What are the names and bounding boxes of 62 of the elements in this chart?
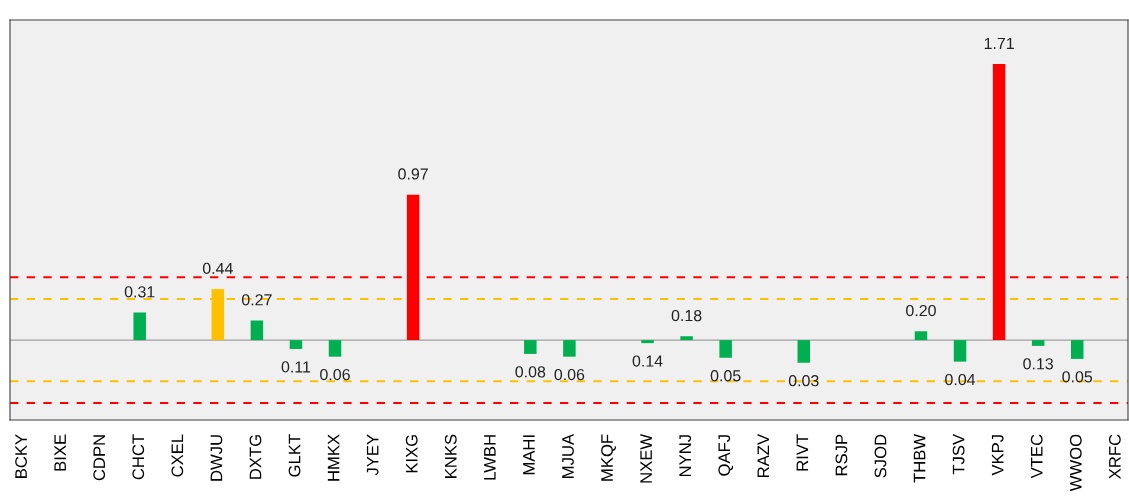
x-tick-label: THBW: [913, 433, 926, 483]
x-tick-label: VKPJ: [991, 435, 1004, 476]
x-tick-label: LWBH: [484, 435, 496, 480]
annotation: 0.04: [945, 373, 976, 386]
x-tick-label: SJOD: [874, 434, 887, 478]
annotation: 0.08: [515, 366, 546, 378]
x-tick-label: MKQF: [601, 434, 616, 481]
bar: [1031, 340, 1045, 346]
bar: [524, 340, 537, 354]
x-tick-label: NXEW: [640, 433, 652, 483]
annotation: 0.03: [788, 375, 819, 387]
annotation: 0.13: [1023, 358, 1053, 370]
x-tick-label: KIXG: [405, 435, 418, 473]
annotation: 0.18: [671, 309, 702, 322]
x-tick-label: RAZV: [757, 433, 770, 477]
annotation: 0.97: [398, 168, 428, 180]
x-tick-label: GLKT: [288, 434, 301, 477]
bar: [680, 336, 693, 341]
bar: [797, 340, 811, 363]
x-tick-label: BCKY: [15, 434, 27, 478]
bar: [992, 64, 1006, 341]
x-tick-label: NYNJ: [679, 435, 692, 477]
x-tick-label: RSJP: [835, 434, 848, 476]
bar: [953, 340, 967, 362]
x-tick-label: BIXE: [54, 434, 66, 471]
x-tick-label: CDPN: [93, 435, 106, 481]
bar: [914, 331, 928, 341]
annotation: 0.05: [710, 370, 741, 382]
x-tick-label: XRFC: [1108, 434, 1121, 479]
x-tick-label: WWOO: [1069, 434, 1082, 492]
bar: [719, 340, 732, 358]
annotation: 0.27: [241, 294, 272, 306]
x-tick-label: CXEL: [171, 434, 184, 477]
x-tick-label: TJSV: [952, 433, 965, 475]
annotation: 0.31: [124, 286, 155, 298]
x-tick-label: DWJU: [210, 435, 223, 481]
bar: [328, 340, 342, 357]
bar: [406, 194, 420, 341]
annotation: 1.71: [984, 37, 1014, 49]
x-tick-label: MAHI: [523, 435, 535, 475]
bar: [1070, 340, 1084, 359]
annotation: 0.11: [281, 361, 311, 373]
bar: [289, 340, 303, 349]
x-tick-label: JYEY: [366, 434, 379, 476]
x-tick-label: MJUA: [562, 433, 574, 478]
x-tick-label: CHCT: [132, 434, 145, 480]
bar: [563, 340, 576, 357]
annotation: 0.05: [1062, 371, 1093, 383]
x-tick-label: VTEC: [1030, 434, 1043, 479]
annotation: 0.20: [906, 304, 936, 317]
bar: [133, 312, 146, 341]
annotation: 0.44: [202, 262, 233, 275]
x-tick-label: RIVT: [796, 434, 809, 471]
annotation: 0.06: [320, 368, 350, 381]
bar: [641, 340, 654, 344]
x-tick-label: DXTG: [249, 435, 262, 479]
x-tick-label: KNKS: [444, 434, 457, 478]
bar: [250, 320, 264, 341]
x-tick-label: QAFJ: [718, 435, 734, 476]
annotation: 0.06: [554, 368, 585, 381]
x-tick-label: HMKX: [327, 434, 340, 481]
annotation: 0.14: [632, 355, 663, 367]
